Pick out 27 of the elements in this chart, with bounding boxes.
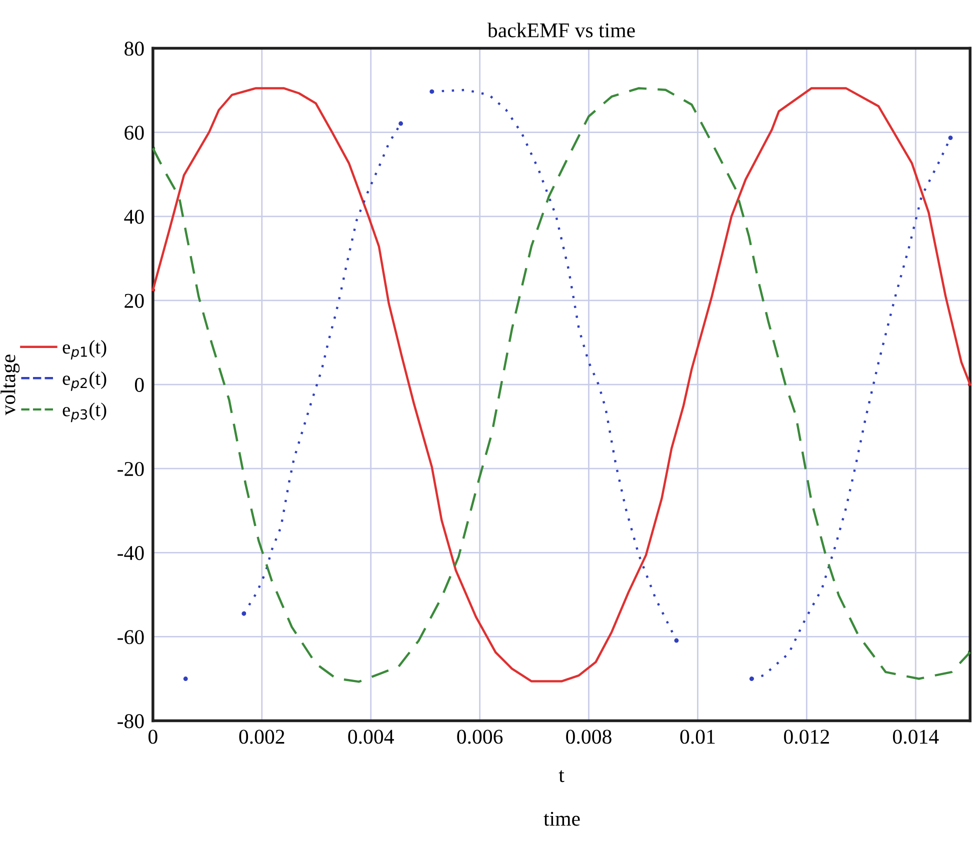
point xyxy=(398,121,404,126)
x-tick-label: 0.006 xyxy=(457,730,503,744)
x-tick-label: 0.004 xyxy=(348,730,394,744)
x-tick-label: 0 xyxy=(148,730,158,744)
x-tick-label: 0.012 xyxy=(784,730,829,744)
legend-label: e$_{p3}$(t) xyxy=(62,402,106,422)
y-tick-label: 60 xyxy=(124,126,144,140)
legend-label: e$_{p1}$(t) xyxy=(62,340,106,360)
x-tick-label: 0.002 xyxy=(239,730,284,744)
point xyxy=(183,676,188,681)
y-tick-label: -40 xyxy=(118,546,144,560)
legend-label: e$_{p2}$(t) xyxy=(62,371,106,391)
text: time xyxy=(544,812,580,826)
chart-title: backEMF vs time xyxy=(487,22,635,38)
y-tick-label: -60 xyxy=(118,630,144,644)
y-tick-label: -20 xyxy=(118,462,144,476)
x-tick-label: 0.01 xyxy=(680,730,715,744)
x-tick-label: 0.014 xyxy=(892,730,939,744)
x-axis-title: t xyxy=(558,770,564,782)
y-tick-label: 40 xyxy=(124,210,144,224)
y-axis-title: voltage xyxy=(0,354,20,416)
y-tick-label: 20 xyxy=(124,294,144,308)
y-tick-label: 80 xyxy=(124,42,144,56)
y-tick-label: 0 xyxy=(134,378,144,392)
x-tick-label: 0.008 xyxy=(566,730,612,744)
y-tick-label: -80 xyxy=(118,714,144,728)
point xyxy=(948,136,953,140)
